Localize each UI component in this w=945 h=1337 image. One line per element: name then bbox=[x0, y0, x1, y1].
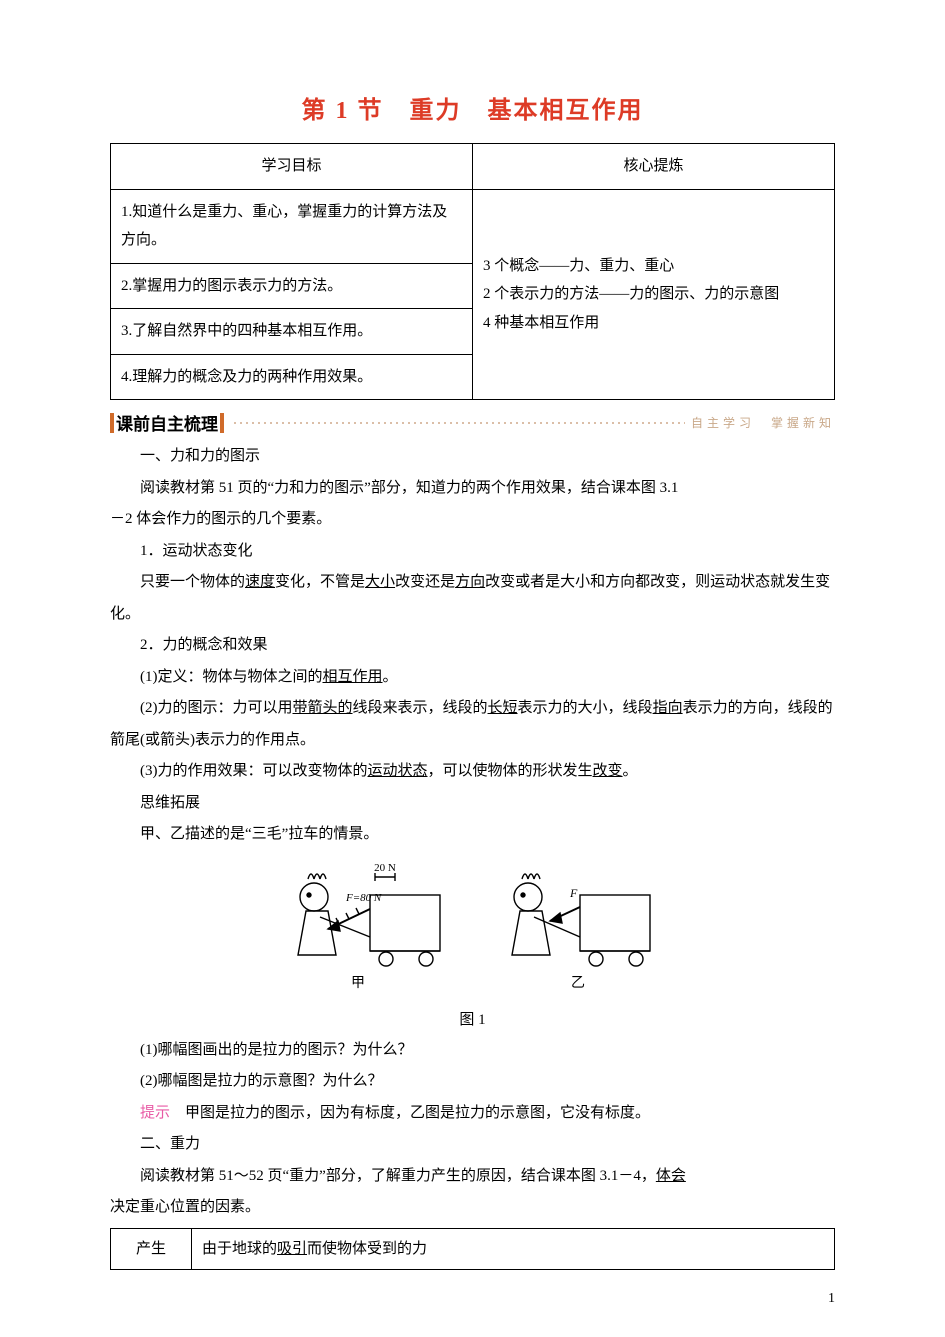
text: (1)定义：物体与物体之间的 bbox=[140, 669, 323, 685]
para: 甲、乙描述的是“三毛”拉车的情景。 bbox=[110, 819, 835, 851]
para: (1)定义：物体与物体之间的相互作用。 bbox=[110, 662, 835, 694]
para: 1．运动状态变化 bbox=[110, 536, 835, 568]
underline: 改变 bbox=[593, 763, 623, 779]
underline: 带箭头的 bbox=[293, 700, 353, 716]
goals-header-left: 学习目标 bbox=[111, 144, 473, 190]
para: (3)力的作用效果：可以改变物体的运动状态，可以使物体的形状发生改变。 bbox=[110, 756, 835, 788]
underline: 相互作用 bbox=[323, 669, 383, 685]
para: 只要一个物体的速度变化，不管是大小改变还是方向改变或者是大小和方向都改变，则运动… bbox=[110, 567, 835, 630]
underline: 长短 bbox=[488, 700, 518, 716]
para: 2．力的概念和效果 bbox=[110, 630, 835, 662]
section-bar-accent bbox=[110, 413, 114, 433]
question: (1)哪幅图画出的是拉力的图示？为什么？ bbox=[110, 1035, 835, 1067]
figure-label-left: 甲 bbox=[351, 976, 365, 991]
goals-header-right: 核心提炼 bbox=[473, 144, 835, 190]
underline: 体会 bbox=[656, 1168, 686, 1184]
text: 由于地球的 bbox=[202, 1241, 277, 1257]
underline: 运动状态 bbox=[368, 763, 428, 779]
goals-right-line: 3 个概念——力、重力、重心 bbox=[483, 252, 824, 281]
text: 而使物体受到的力 bbox=[307, 1241, 427, 1257]
heading-2: 二、重力 bbox=[110, 1129, 835, 1161]
text: 改变还是 bbox=[395, 574, 455, 590]
figure-force-label: F=80 N bbox=[345, 892, 382, 904]
goals-right-line: 2 个表示力的方法——力的图示、力的示意图 bbox=[483, 280, 824, 309]
section-bar-label: 课前自主梳理 bbox=[116, 410, 218, 435]
figure-force-marker: F bbox=[569, 886, 578, 900]
underline: 方向 bbox=[455, 574, 485, 590]
underline: 大小 bbox=[365, 574, 395, 590]
figure: 20 N F=80 N 甲 F 乙 bbox=[110, 859, 835, 1004]
gravity-row-label: 产生 bbox=[111, 1228, 192, 1270]
goals-right-line: 4 种基本相互作用 bbox=[483, 309, 824, 338]
figure-scale-label: 20 N bbox=[374, 862, 396, 874]
section-bar-dots bbox=[232, 418, 685, 428]
page-number: 1 bbox=[828, 1291, 835, 1307]
gravity-table: 产生 由于地球的吸引而使物体受到的力 bbox=[110, 1228, 835, 1271]
goals-left-4: 4.理解力的概念及力的两种作用效果。 bbox=[111, 354, 473, 400]
hint-label: 提示 bbox=[140, 1105, 170, 1121]
text: 。 bbox=[383, 669, 398, 685]
underline: 吸引 bbox=[277, 1241, 307, 1257]
text: 变化，不管是 bbox=[275, 574, 365, 590]
para: －2 体会作力的图示的几个要素。 bbox=[110, 504, 835, 536]
heading-1: 一、力和力的图示 bbox=[110, 441, 835, 473]
text: 阅读教材第 51～52 页“重力”部分，了解重力产生的原因，结合课本图 3.1－… bbox=[140, 1168, 656, 1184]
para: 思维拓展 bbox=[110, 788, 835, 820]
page-title: 第 1 节 重力 基本相互作用 bbox=[110, 90, 835, 125]
section-bar-right: 自主学习 掌握新知 bbox=[691, 414, 835, 431]
text: ，可以使物体的形状发生 bbox=[428, 763, 593, 779]
section-bar-accent bbox=[220, 413, 224, 433]
goals-left-3: 3.了解自然界中的四种基本相互作用。 bbox=[111, 309, 473, 355]
goals-table: 学习目标 核心提炼 1.知道什么是重力、重心，掌握重力的计算方法及方向。 3 个… bbox=[110, 143, 835, 400]
body-text: 一、力和力的图示 阅读教材第 51 页的“力和力的图示”部分，知道力的两个作用效… bbox=[110, 441, 835, 851]
text: 。 bbox=[623, 763, 638, 779]
figure-caption: 图 1 bbox=[110, 1008, 835, 1029]
question: (2)哪幅图是拉力的示意图？为什么？ bbox=[110, 1066, 835, 1098]
para: 阅读教材第 51 页的“力和力的图示”部分，知道力的两个作用效果，结合课本图 3… bbox=[110, 473, 835, 505]
section-bar: 课前自主梳理 自主学习 掌握新知 bbox=[110, 410, 835, 435]
underline: 指向 bbox=[653, 700, 683, 716]
goals-left-1: 1.知道什么是重力、重心，掌握重力的计算方法及方向。 bbox=[111, 189, 473, 263]
text: (2)力的图示：力可以用 bbox=[140, 700, 293, 716]
goals-right: 3 个概念——力、重力、重心 2 个表示力的方法——力的图示、力的示意图 4 种… bbox=[473, 189, 835, 400]
underline: 速度 bbox=[245, 574, 275, 590]
figure-label-right: 乙 bbox=[571, 975, 585, 991]
goals-left-2: 2.掌握用力的图示表示力的方法。 bbox=[111, 263, 473, 309]
gravity-row-text: 由于地球的吸引而使物体受到的力 bbox=[192, 1228, 835, 1270]
para: 决定重心位置的因素。 bbox=[110, 1192, 835, 1224]
text: 表示力的大小，线段 bbox=[518, 700, 653, 716]
text: (3)力的作用效果：可以改变物体的 bbox=[140, 763, 368, 779]
text: 线段来表示，线段的 bbox=[353, 700, 488, 716]
para: 阅读教材第 51～52 页“重力”部分，了解重力产生的原因，结合课本图 3.1－… bbox=[110, 1161, 835, 1193]
para: (2)力的图示：力可以用带箭头的线段来表示，线段的长短表示力的大小，线段指向表示… bbox=[110, 693, 835, 756]
hint-text: 甲图是拉力的图示，因为有标度，乙图是拉力的示意图，它没有标度。 bbox=[170, 1105, 650, 1121]
figure-svg: 20 N F=80 N 甲 F 乙 bbox=[258, 859, 688, 999]
text: 只要一个物体的 bbox=[140, 574, 245, 590]
body-text: (1)哪幅图画出的是拉力的图示？为什么？ (2)哪幅图是拉力的示意图？为什么？ … bbox=[110, 1035, 835, 1224]
hint: 提示 甲图是拉力的图示，因为有标度，乙图是拉力的示意图，它没有标度。 bbox=[110, 1098, 835, 1130]
